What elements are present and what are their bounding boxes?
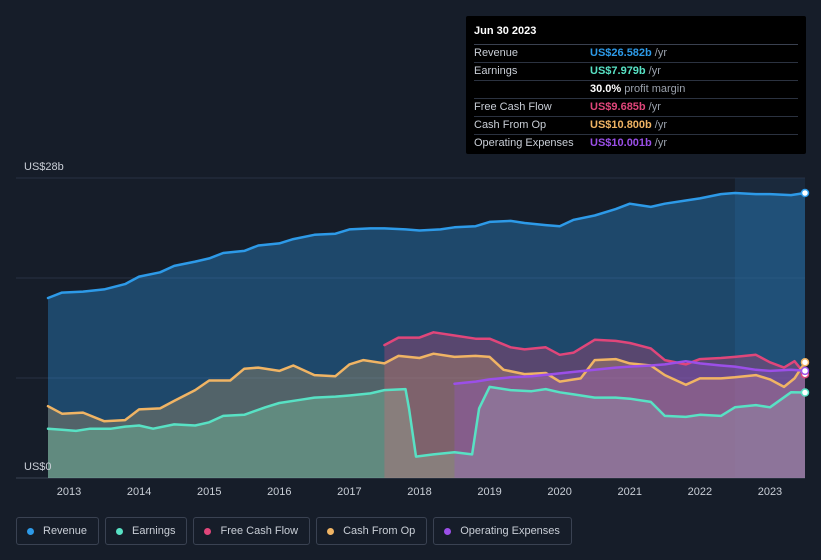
series-lines xyxy=(46,191,807,458)
tooltip-row-earnings: Earnings US$7.979b /yr xyxy=(474,62,798,80)
free-cash-flow-line xyxy=(383,331,807,376)
x-tick-label: 2021 xyxy=(618,486,642,498)
tooltip-unit: /yr xyxy=(654,119,667,131)
legend-label: Free Cash Flow xyxy=(220,525,299,537)
free-cash-flow-dot-icon xyxy=(204,527,212,535)
tooltip-label: Free Cash Flow xyxy=(474,101,552,113)
operating-expenses-end-marker xyxy=(800,366,810,376)
tooltip-label xyxy=(474,81,590,98)
chart-legend: Revenue Earnings Free Cash Flow Cash Fro… xyxy=(16,517,578,547)
y-axis-max-label: US$28b xyxy=(24,161,64,173)
x-tick-label: 2013 xyxy=(57,486,81,498)
revenue-dot-icon xyxy=(27,527,34,535)
forecast-shade xyxy=(734,178,805,478)
tooltip-row-cash-from-op: Cash From Op US$10.800b /yr xyxy=(474,116,798,134)
legend-label: Revenue xyxy=(43,525,88,537)
x-tick-label: 2020 xyxy=(547,486,571,498)
x-tick-label: 2015 xyxy=(197,486,221,498)
tooltip-value: US$9.685b xyxy=(590,101,646,113)
x-tick-label: 2018 xyxy=(407,486,431,498)
tooltip-date: Jun 30 2023 xyxy=(474,25,537,37)
earnings-area xyxy=(48,386,805,478)
legend-item-free-cash-flow[interactable]: Free Cash Flow xyxy=(193,517,311,545)
tooltip-value: US$10.800b xyxy=(590,119,652,131)
tooltip-row-operating-expenses: Operating Expenses US$10.001b /yr xyxy=(474,134,798,152)
legend-item-earnings[interactable]: Earnings xyxy=(105,517,188,545)
tooltip-unit: profit margin xyxy=(624,83,686,95)
x-tick-label: 2022 xyxy=(688,486,712,498)
tooltip-value: 30.0% xyxy=(590,83,622,95)
tooltip-label: Earnings xyxy=(474,65,518,77)
x-tick-label: 2016 xyxy=(267,486,291,498)
x-tick-label: 2017 xyxy=(337,486,361,498)
tooltip-value: US$26.582b xyxy=(590,47,652,59)
tooltip-row-profit-margin: 30.0% profit margin xyxy=(474,80,798,98)
x-axis-ticks: 2013 2014 2015 2016 2017 2018 2019 2020 2021 2022… xyxy=(57,486,782,498)
tooltip-row-revenue: Revenue US$26.582b /yr xyxy=(474,44,798,62)
series-end-markers xyxy=(800,188,810,397)
cash-from-op-end-marker xyxy=(800,358,810,367)
y-axis-min-label: US$0 xyxy=(24,461,52,473)
tooltip-value: US$7.979b xyxy=(590,65,646,77)
cash-from-op-line xyxy=(46,352,807,423)
tooltip-value: US$10.001b xyxy=(590,137,652,149)
earnings-end-marker xyxy=(800,388,810,397)
x-tick-label: 2019 xyxy=(477,486,501,498)
legend-item-cash-from-op[interactable]: Cash From Op xyxy=(316,517,428,545)
free-cash-flow-area xyxy=(384,332,805,478)
tooltip-label: Operating Expenses xyxy=(474,137,574,149)
legend-item-revenue[interactable]: Revenue xyxy=(16,517,100,545)
tooltip-row-free-cash-flow: Free Cash Flow US$9.685b /yr xyxy=(474,98,798,116)
x-tick-label: 2023 xyxy=(758,486,782,498)
revenue-line xyxy=(46,191,807,300)
tooltip-label: Cash From Op xyxy=(474,119,547,131)
legend-label: Earnings xyxy=(132,525,176,537)
tooltip-unit: /yr xyxy=(648,65,661,77)
data-tooltip: Jun 30 2023 Revenue US$26.582b /yr Earni… xyxy=(466,16,806,154)
cash-from-op-area xyxy=(48,353,805,478)
legend-label: Cash From Op xyxy=(343,525,416,537)
earnings-line xyxy=(46,385,807,458)
revenue-end-marker xyxy=(800,188,810,198)
legend-item-operating-expenses[interactable]: Operating Expenses xyxy=(433,517,572,545)
tooltip-unit: /yr xyxy=(648,101,661,113)
earnings-dot-icon xyxy=(116,527,124,535)
x-tick-label: 2014 xyxy=(127,486,151,498)
tooltip-label: Revenue xyxy=(474,47,519,59)
cash-from-op-dot-icon xyxy=(327,527,335,535)
tooltip-unit: /yr xyxy=(654,137,667,149)
tooltip-unit: /yr xyxy=(654,47,667,59)
legend-label: Operating Expenses xyxy=(460,525,560,537)
operating-expenses-dot-icon xyxy=(444,527,452,535)
operating-expenses-line xyxy=(453,359,807,385)
